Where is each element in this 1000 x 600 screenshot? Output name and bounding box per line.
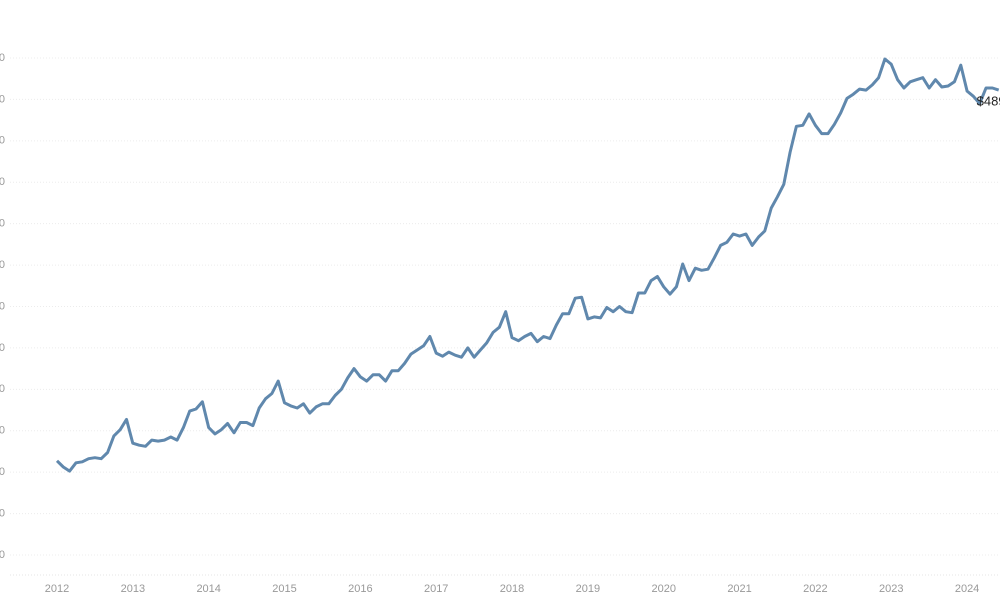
y-tick-label: $240 (0, 342, 5, 354)
x-tick-label: 2022 (803, 583, 827, 595)
x-tick-label: 2021 (727, 583, 751, 595)
y-tick-label: $440 (0, 135, 5, 147)
value-label: $489 (977, 94, 1000, 109)
x-tick-label: 2020 (651, 583, 675, 595)
y-tick-label: $200 (0, 383, 5, 395)
y-tick-label: $520 (0, 52, 5, 64)
y-tick-label: $400 (0, 176, 5, 188)
y-tick-label: $120 (0, 466, 5, 478)
x-tick-label: 2019 (576, 583, 600, 595)
y-tick-label: $40 (0, 549, 5, 561)
y-tick-label: $320 (0, 259, 5, 271)
x-tick-label: 2013 (121, 583, 145, 595)
x-tick-label: 2012 (45, 583, 69, 595)
x-tick-label: 2017 (424, 583, 448, 595)
x-tick-label: 2014 (196, 583, 220, 595)
y-tick-label: $360 (0, 218, 5, 230)
x-tick-label: 2024 (955, 583, 979, 595)
y-tick-label: $480 (0, 93, 5, 105)
y-tick-label: $160 (0, 425, 5, 437)
x-tick-label: 2016 (348, 583, 372, 595)
y-tick-label: $280 (0, 300, 5, 312)
line (55, 57, 1000, 473)
x-tick-label: 2015 (272, 583, 296, 595)
y-tick-label: $80 (0, 507, 5, 519)
x-tick-label: 2018 (500, 583, 524, 595)
x-tick-label: 2023 (879, 583, 903, 595)
